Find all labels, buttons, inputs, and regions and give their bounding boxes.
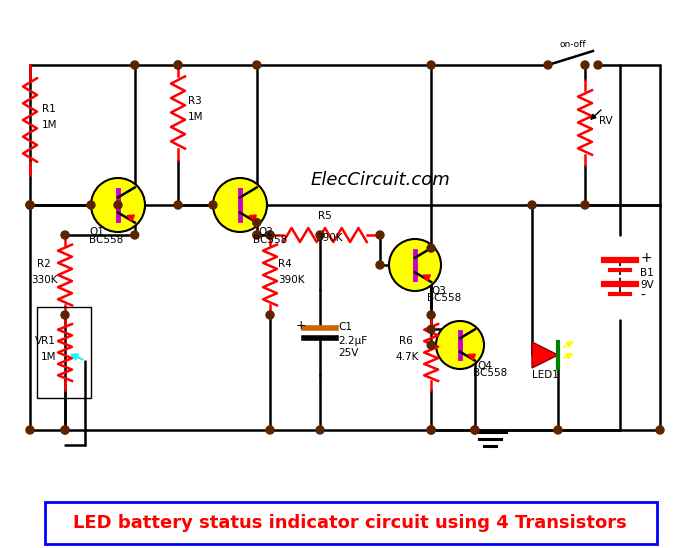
Text: 1M: 1M — [42, 120, 57, 130]
Circle shape — [61, 426, 69, 434]
Circle shape — [316, 231, 324, 239]
Circle shape — [266, 311, 274, 319]
Text: +: + — [296, 319, 307, 332]
Circle shape — [213, 178, 267, 232]
Circle shape — [427, 426, 435, 434]
Text: Q2: Q2 — [259, 227, 274, 237]
Text: R6: R6 — [399, 336, 413, 346]
Text: ElecCircuit.com: ElecCircuit.com — [310, 171, 450, 189]
Text: C1: C1 — [338, 323, 352, 333]
Text: BC558: BC558 — [253, 235, 287, 245]
Circle shape — [316, 426, 324, 434]
Circle shape — [61, 231, 69, 239]
Circle shape — [174, 61, 182, 69]
Circle shape — [131, 61, 139, 69]
Circle shape — [26, 201, 34, 209]
Circle shape — [91, 178, 145, 232]
Text: B1: B1 — [640, 269, 654, 278]
Circle shape — [131, 231, 139, 239]
Circle shape — [389, 239, 441, 291]
Text: on-off: on-off — [560, 40, 587, 49]
Circle shape — [61, 311, 69, 319]
Circle shape — [427, 426, 435, 434]
Circle shape — [656, 426, 664, 434]
Text: LED battery status indicator circuit using 4 Transistors: LED battery status indicator circuit usi… — [73, 514, 627, 532]
Text: 9V: 9V — [640, 281, 654, 290]
Circle shape — [471, 426, 479, 434]
Circle shape — [436, 321, 484, 369]
Text: LED1: LED1 — [532, 370, 559, 380]
Circle shape — [61, 426, 69, 434]
Text: BC558: BC558 — [473, 368, 507, 378]
Circle shape — [253, 61, 260, 69]
Text: R1: R1 — [42, 104, 56, 114]
Circle shape — [174, 201, 182, 209]
Circle shape — [266, 231, 274, 239]
Circle shape — [114, 201, 122, 209]
Text: 25V: 25V — [338, 349, 358, 358]
Text: RV: RV — [599, 116, 612, 126]
Text: R3: R3 — [188, 96, 202, 106]
Circle shape — [427, 341, 435, 349]
Text: 330K: 330K — [31, 275, 57, 285]
Circle shape — [427, 311, 435, 319]
Circle shape — [581, 201, 589, 209]
Text: Q1: Q1 — [89, 227, 104, 237]
Circle shape — [554, 426, 562, 434]
Circle shape — [87, 201, 95, 209]
Circle shape — [26, 426, 34, 434]
Text: 1M: 1M — [41, 352, 57, 362]
Text: 4.7K: 4.7K — [395, 352, 419, 362]
Text: -: - — [640, 288, 645, 302]
Text: R2: R2 — [37, 259, 50, 269]
Circle shape — [26, 201, 34, 209]
Text: Q4: Q4 — [477, 361, 492, 371]
Text: R5: R5 — [318, 211, 332, 221]
Text: +: + — [640, 250, 652, 265]
Text: BC558: BC558 — [427, 293, 461, 304]
Circle shape — [544, 61, 552, 69]
Text: BC558: BC558 — [89, 235, 123, 245]
Circle shape — [266, 231, 274, 239]
Text: R4: R4 — [278, 259, 292, 269]
Text: 390K: 390K — [316, 233, 342, 243]
Circle shape — [581, 61, 589, 69]
Circle shape — [427, 61, 435, 69]
Circle shape — [376, 231, 384, 239]
Circle shape — [253, 231, 260, 239]
Circle shape — [528, 201, 536, 209]
Text: Q3: Q3 — [431, 286, 446, 295]
Circle shape — [471, 426, 479, 434]
Circle shape — [427, 326, 435, 333]
Circle shape — [253, 219, 260, 226]
FancyBboxPatch shape — [45, 502, 657, 544]
Text: VR1: VR1 — [35, 336, 56, 346]
Circle shape — [174, 61, 182, 69]
Text: 2.2μF: 2.2μF — [338, 336, 367, 346]
Text: 1M: 1M — [188, 112, 204, 123]
Circle shape — [427, 244, 435, 252]
Text: 390K: 390K — [278, 275, 304, 285]
Circle shape — [209, 201, 217, 209]
Polygon shape — [532, 342, 558, 368]
Circle shape — [266, 426, 274, 434]
Circle shape — [376, 261, 384, 269]
Circle shape — [594, 61, 602, 69]
